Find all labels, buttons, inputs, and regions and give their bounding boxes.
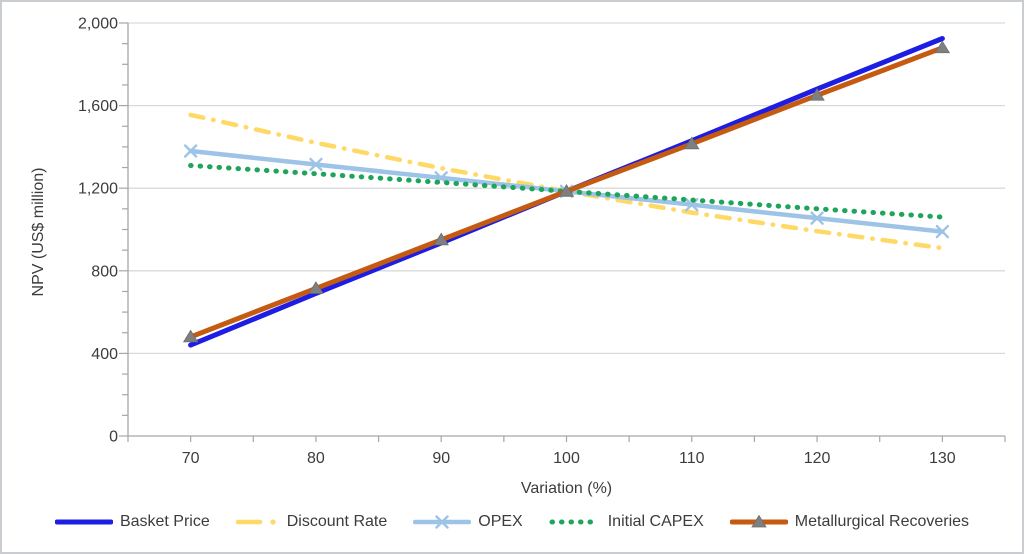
legend-label: Initial CAPEX: [607, 513, 704, 530]
legend-item-metallurgical-recoveries: Metallurgical Recoveries: [729, 513, 970, 531]
legend-line-sample: [549, 519, 601, 525]
legend-item-discount-rate: Discount Rate: [235, 513, 388, 531]
legend-label: Metallurgical Recoveries: [794, 513, 970, 530]
svg-text:1,600: 1,600: [78, 98, 118, 115]
legend-item-opex: OPEX: [413, 513, 523, 531]
opex-line-swatch: [413, 515, 472, 529]
svg-text:2,000: 2,000: [78, 16, 118, 33]
basket-price-line-swatch: [54, 515, 113, 529]
legend-label: OPEX: [478, 513, 523, 530]
svg-text:120: 120: [804, 450, 831, 467]
legend-line-sample: [729, 515, 788, 528]
svg-text:70: 70: [182, 450, 200, 467]
legend-label: Basket Price: [119, 513, 210, 530]
initial-capex-line-swatch: [549, 515, 601, 529]
svg-text:800: 800: [91, 263, 118, 280]
svg-text:130: 130: [929, 450, 956, 467]
svg-text:110: 110: [679, 450, 705, 467]
svg-text:100: 100: [553, 450, 580, 467]
metallurgical-recoveries-line-swatch: [729, 515, 788, 529]
legend-item-initial-capex: Initial CAPEX: [549, 513, 704, 531]
svg-text:90: 90: [432, 450, 450, 467]
legend-line-sample: [413, 515, 472, 529]
svg-text:1,200: 1,200: [78, 181, 118, 198]
svg-text:0: 0: [109, 429, 118, 446]
svg-text:400: 400: [91, 346, 118, 363]
y-axis-title: NPV (US$ million): [30, 167, 47, 297]
legend: Basket Price Discount Rate OPEX Initial …: [2, 513, 1022, 531]
svg-text:80: 80: [307, 450, 325, 467]
discount-rate-line-swatch: [235, 515, 280, 529]
legend-item-basket-price: Basket Price: [54, 513, 210, 531]
legend-line-sample: [235, 519, 276, 525]
legend-line-sample: [54, 519, 113, 525]
legend-label: Discount Rate: [286, 513, 388, 530]
x-axis-title: Variation (%): [520, 480, 613, 497]
